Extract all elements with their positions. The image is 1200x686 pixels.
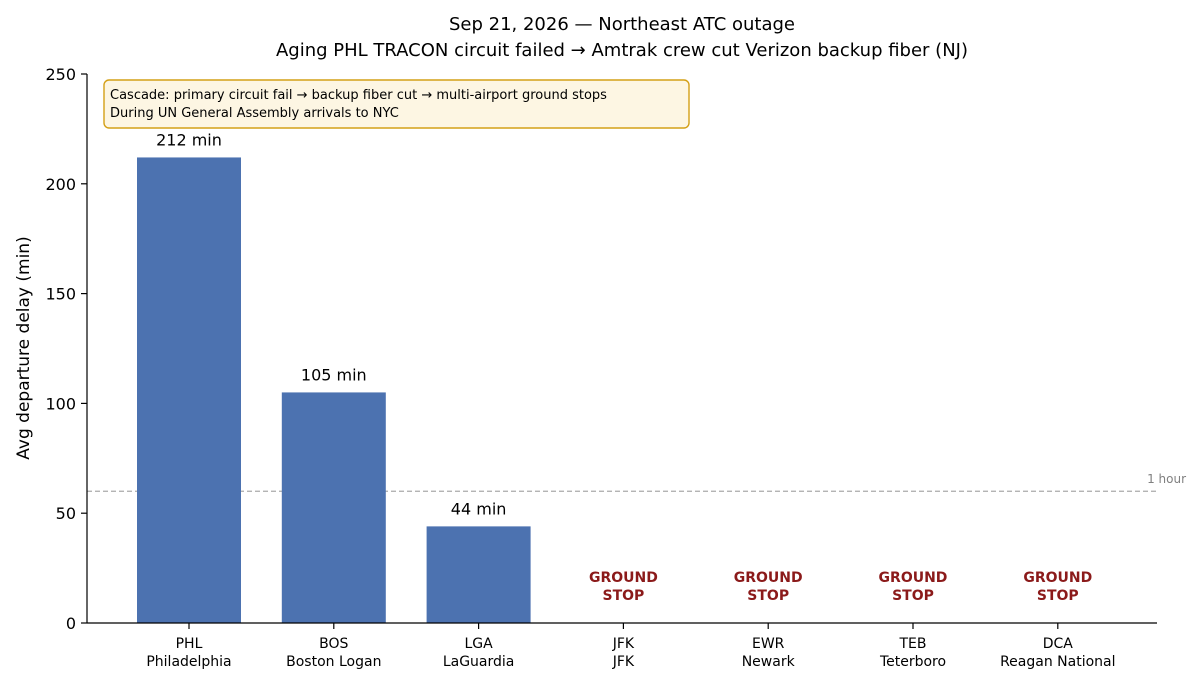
annotation-line-1: Cascade: primary circuit fail → backup f… — [110, 88, 607, 103]
y-axis-label: Avg departure delay (min) — [14, 236, 34, 459]
ground-stop-label: STOP — [892, 588, 934, 604]
ground-stop-label: GROUND — [734, 570, 803, 586]
reference-line-group: 1 hour — [87, 472, 1186, 492]
annotation-line-2: During UN General Assembly arrivals to N… — [110, 106, 399, 121]
ground-stop-label: STOP — [747, 588, 789, 604]
x-tick-label-code: BOS — [319, 636, 348, 652]
ground-stop-label: STOP — [1037, 588, 1079, 604]
x-tick-label-code: TEB — [898, 636, 926, 652]
bar-value-label: 44 min — [451, 499, 507, 518]
y-tick-label: 0 — [66, 614, 76, 633]
chart-title: Sep 21, 2026 — Northeast ATC outage — [449, 14, 795, 35]
x-tick-label-name: Philadelphia — [146, 654, 231, 670]
x-tick-label-code: JFK — [612, 636, 635, 652]
bars-group: 212 min 105 min 44 min GROUND STOP GROUND STOP… — [137, 130, 1092, 623]
annotation-box: Cascade: primary circuit fail → backup f… — [103, 79, 690, 129]
y-tick-label: 100 — [45, 394, 76, 413]
ground-stop-label: GROUND — [879, 570, 948, 586]
bar-value-label: 212 min — [156, 130, 222, 149]
x-tick-label-name: Boston Logan — [286, 654, 381, 670]
y-tick-label: 200 — [45, 175, 76, 194]
y-axis-ticks: 0 50 100 150 200 250 — [45, 65, 87, 633]
chart-subtitle: Aging PHL TRACON circuit failed → Amtrak… — [276, 40, 968, 61]
x-tick-label-code: EWR — [752, 636, 785, 652]
y-tick-label: 150 — [45, 285, 76, 304]
x-tick-label-name: Teterboro — [879, 654, 946, 670]
y-tick-label: 250 — [45, 65, 76, 84]
bar-phl — [137, 157, 241, 623]
x-tick-label-name: Reagan National — [1000, 654, 1115, 670]
x-tick-label-name: JFK — [612, 654, 635, 670]
ground-stop-label: GROUND — [589, 570, 658, 586]
x-tick-label-code: DCA — [1043, 636, 1074, 652]
y-tick-label: 50 — [56, 504, 76, 523]
bar-bos — [281, 392, 386, 623]
reference-line-label: 1 hour — [1147, 472, 1186, 486]
bar-lga — [426, 526, 531, 623]
ground-stop-label: GROUND — [1023, 570, 1092, 586]
annotation-box-background — [103, 79, 690, 129]
x-tick-label-code: PHL — [176, 636, 203, 652]
x-tick-label-name: LaGuardia — [443, 654, 515, 670]
x-tick-label-name: Newark — [742, 654, 796, 670]
ground-stop-label: STOP — [603, 588, 645, 604]
x-axis-ticks: PHL Philadelphia BOS Boston Logan LGA LaGuard… — [146, 623, 1116, 670]
bar-value-label: 105 min — [301, 365, 367, 384]
x-tick-label-code: LGA — [464, 636, 493, 652]
